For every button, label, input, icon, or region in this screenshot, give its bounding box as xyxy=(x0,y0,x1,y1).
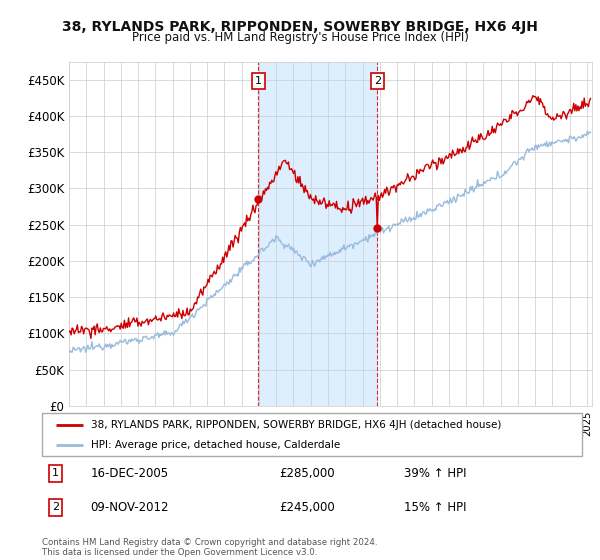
Text: 1: 1 xyxy=(52,468,59,478)
Text: HPI: Average price, detached house, Calderdale: HPI: Average price, detached house, Cald… xyxy=(91,441,340,450)
Text: £285,000: £285,000 xyxy=(280,467,335,480)
Text: 39% ↑ HPI: 39% ↑ HPI xyxy=(404,467,466,480)
Text: 16-DEC-2005: 16-DEC-2005 xyxy=(91,467,169,480)
Text: Price paid vs. HM Land Registry's House Price Index (HPI): Price paid vs. HM Land Registry's House … xyxy=(131,31,469,44)
Text: 15% ↑ HPI: 15% ↑ HPI xyxy=(404,501,466,514)
Text: 09-NOV-2012: 09-NOV-2012 xyxy=(91,501,169,514)
Text: 2: 2 xyxy=(52,502,59,512)
Text: 1: 1 xyxy=(255,76,262,86)
Text: 2: 2 xyxy=(374,76,381,86)
Text: £245,000: £245,000 xyxy=(280,501,335,514)
Text: Contains HM Land Registry data © Crown copyright and database right 2024.
This d: Contains HM Land Registry data © Crown c… xyxy=(42,538,377,557)
Bar xyxy=(258,62,377,406)
Text: 38, RYLANDS PARK, RIPPONDEN, SOWERBY BRIDGE, HX6 4JH: 38, RYLANDS PARK, RIPPONDEN, SOWERBY BRI… xyxy=(62,20,538,34)
Text: 38, RYLANDS PARK, RIPPONDEN, SOWERBY BRIDGE, HX6 4JH (detached house): 38, RYLANDS PARK, RIPPONDEN, SOWERBY BRI… xyxy=(91,420,501,430)
